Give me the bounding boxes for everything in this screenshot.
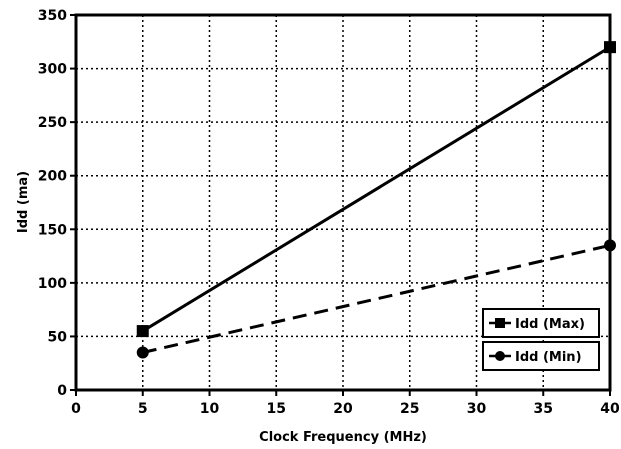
y-axis-title: Idd (ma): [16, 171, 31, 233]
x-tick-label: 10: [200, 401, 220, 417]
y-tick-label: 150: [38, 222, 67, 238]
y-tick-label: 100: [38, 276, 67, 292]
y-tick-label: 200: [38, 169, 67, 185]
series-layer: [136, 41, 616, 359]
x-tick-label: 20: [333, 401, 353, 417]
data-point-min: [604, 239, 616, 252]
x-tick-label: 15: [267, 401, 286, 417]
y-tick-label: 50: [48, 329, 68, 345]
data-point-max: [604, 41, 616, 54]
x-tick-label: 5: [138, 401, 148, 417]
x-tick-label: 30: [467, 401, 487, 417]
legend-marker-min: [495, 351, 505, 361]
y-tick-label: 250: [38, 115, 67, 131]
y-axis: 0 50 100 150 200 250 300 350: [38, 8, 76, 399]
legend-label-max: Idd (Max): [515, 317, 585, 332]
x-tick-label: 25: [400, 401, 419, 417]
x-tick-label: 35: [534, 401, 553, 417]
y-tick-label: 0: [57, 383, 67, 399]
x-axis-title: Clock Frequency (MHz): [259, 430, 427, 445]
x-axis: 0 5 10 15 20 25 30 35 40: [71, 390, 620, 417]
x-tick-label: 40: [600, 401, 620, 417]
legend-label-min: Idd (Min): [515, 350, 582, 365]
y-tick-label: 300: [38, 62, 67, 78]
y-tick-label: 350: [38, 8, 67, 24]
data-point-max: [136, 325, 149, 338]
series-line-max: [141, 45, 611, 333]
legend-marker-max: [495, 318, 505, 328]
legend: Idd (Max) Idd (Min): [482, 308, 600, 371]
data-point-min: [136, 346, 149, 359]
series-line-min: [142, 243, 611, 354]
x-tick-label: 0: [71, 401, 81, 417]
